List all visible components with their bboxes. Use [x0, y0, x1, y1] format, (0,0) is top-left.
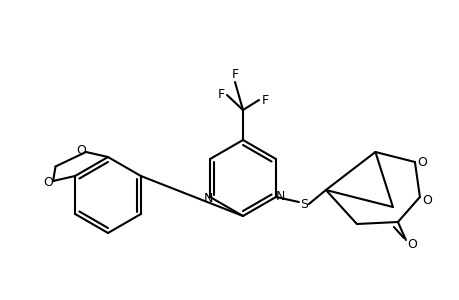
Text: S: S: [299, 199, 307, 212]
Text: O: O: [416, 155, 426, 169]
Text: O: O: [76, 145, 86, 158]
Text: O: O: [406, 238, 416, 250]
Text: N: N: [275, 190, 285, 203]
Text: N: N: [203, 191, 213, 205]
Text: F: F: [261, 94, 268, 106]
Text: O: O: [421, 194, 431, 206]
Text: O: O: [43, 176, 53, 188]
Text: F: F: [231, 68, 238, 82]
Text: F: F: [217, 88, 224, 101]
